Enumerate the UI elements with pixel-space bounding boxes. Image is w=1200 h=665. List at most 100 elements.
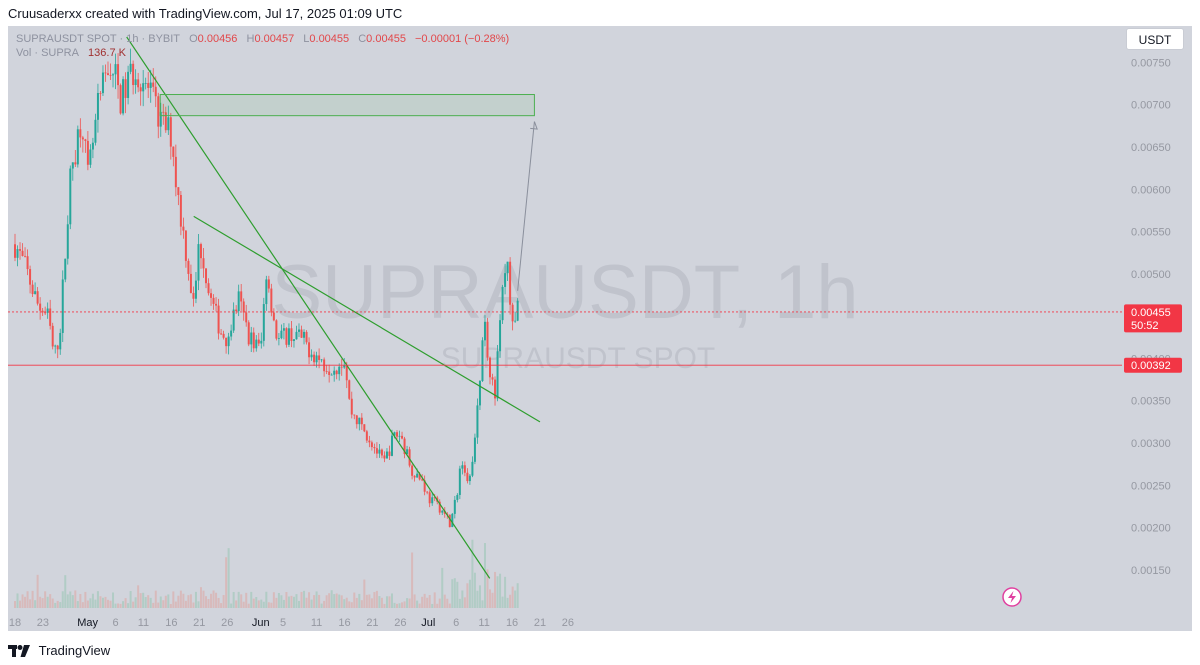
volume-bar — [463, 597, 466, 608]
open-value: 0.00456 — [197, 33, 238, 45]
volume-bar — [56, 600, 59, 608]
candle — [127, 65, 130, 105]
candle — [453, 495, 456, 519]
volume-bar — [61, 591, 64, 608]
candle — [147, 72, 150, 99]
candle — [194, 272, 197, 304]
support-price-tag: 0.00392 — [1124, 357, 1182, 373]
high-value: 0.00457 — [254, 33, 295, 45]
volume-bar — [468, 579, 471, 608]
price-tag-value: 0.00392 — [1131, 360, 1171, 372]
volume-bar — [461, 590, 464, 608]
candle — [16, 245, 19, 267]
candle — [458, 465, 461, 500]
candle — [71, 162, 74, 181]
candle — [305, 330, 308, 345]
volume-bar — [511, 586, 514, 608]
candle — [375, 442, 378, 459]
volume-bar — [46, 596, 49, 608]
candle — [230, 324, 233, 341]
volume-bar — [14, 601, 16, 608]
candle — [486, 317, 489, 361]
candle — [365, 429, 368, 443]
volume-bar — [89, 598, 92, 608]
volume-bar — [54, 602, 57, 608]
volume-bar — [393, 602, 396, 608]
volume-bar — [34, 600, 37, 608]
volume-bar — [305, 597, 308, 608]
candle — [491, 373, 494, 386]
candle — [287, 323, 290, 347]
volume-bar — [373, 592, 376, 608]
volume-bar — [310, 599, 313, 608]
volume-bar — [227, 548, 230, 608]
candle — [494, 376, 497, 406]
candle — [114, 53, 117, 90]
volume-bar — [112, 592, 115, 608]
candle — [504, 263, 507, 295]
trendline[interactable] — [126, 36, 491, 579]
volume-bar — [96, 591, 99, 608]
volume-bar — [217, 597, 220, 608]
volume-bar — [451, 579, 454, 608]
volume-bar — [335, 593, 338, 608]
candle — [398, 430, 401, 443]
y-axis[interactable]: 0.00150 0.00200 0.00250 0.00300 0.00350 0.004… — [1131, 57, 1171, 577]
volume-bar — [489, 589, 492, 608]
candle — [66, 215, 69, 265]
target-zone[interactable] — [159, 94, 535, 117]
volume-bar — [187, 595, 190, 608]
candle — [157, 92, 160, 139]
candle — [215, 297, 218, 312]
volume-bar — [122, 601, 125, 608]
candle — [270, 283, 273, 317]
currency-button[interactable]: USDT — [1126, 28, 1184, 50]
volume-bar — [69, 591, 72, 608]
candle — [24, 247, 27, 258]
candle — [483, 315, 486, 347]
symbol-legend[interactable]: SUPRAUSDT SPOT · 1h · BYBIT O0.00456 H0.… — [16, 32, 509, 60]
volume-bar — [471, 539, 474, 608]
close-value: 0.00455 — [366, 33, 406, 45]
volume-bar — [84, 591, 87, 608]
candle — [247, 320, 250, 347]
tradingview-logo-icon — [8, 644, 30, 657]
candle — [144, 77, 147, 90]
volume-bar — [290, 595, 293, 608]
candle — [101, 65, 104, 96]
volume-bar — [132, 601, 135, 608]
trendline[interactable] — [193, 215, 541, 423]
volume-bar — [142, 592, 145, 608]
lightning-icon[interactable] — [1002, 587, 1022, 607]
candle — [426, 490, 429, 495]
volume-label[interactable]: Vol · SUPRA — [16, 47, 79, 59]
symbol-name[interactable]: SUPRAUSDT SPOT · 1h · BYBIT — [16, 33, 181, 45]
x-axis[interactable]: 18 23 May 6 11 16 21 26 Jun 5 11 16 21 26 Jul 6 11 16 21 26 — [9, 617, 574, 629]
candle — [456, 493, 459, 503]
candle — [152, 68, 155, 93]
candle — [89, 144, 92, 168]
x-tick-label: 26 — [394, 617, 406, 629]
candle — [220, 328, 223, 335]
candle — [403, 436, 406, 459]
candle — [252, 327, 255, 353]
volume-bar — [338, 594, 341, 608]
x-tick-label: 11 — [478, 617, 489, 629]
candle — [303, 329, 306, 345]
volume-bar — [257, 600, 260, 608]
volume-bar — [49, 594, 52, 608]
footer-brand[interactable]: TradingView — [8, 642, 110, 660]
drawings[interactable] — [126, 36, 541, 579]
candle — [380, 448, 383, 459]
x-tick-label: Jun — [252, 617, 270, 629]
candle — [260, 332, 263, 349]
volume-bar — [285, 592, 288, 608]
projection-arrow[interactable] — [517, 121, 535, 291]
volume-bar — [76, 601, 79, 608]
volume-bar — [207, 599, 210, 608]
horizontal-lines — [8, 311, 1122, 366]
volume-bar — [260, 599, 263, 608]
candle — [378, 444, 381, 458]
